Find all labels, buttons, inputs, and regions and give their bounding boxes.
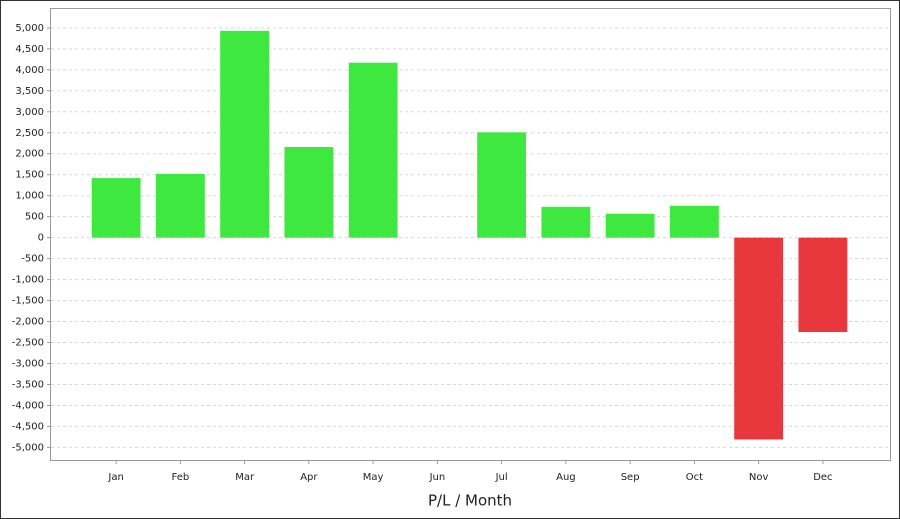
x-axis-title: P/L / Month (428, 492, 512, 510)
x-tick-label: May (363, 472, 384, 483)
bar (348, 62, 398, 238)
x-tick-label: Feb (172, 472, 190, 483)
x-tick-label: Apr (300, 472, 318, 483)
y-tick-label: 2,000 (15, 149, 44, 160)
bar (541, 206, 591, 238)
y-tick-label: 1,000 (15, 191, 44, 202)
y-tick-label: 4,500 (15, 44, 44, 55)
bar (284, 147, 334, 238)
y-tick-label: -4,500 (12, 421, 44, 432)
y-tick-label: 3,000 (15, 107, 44, 118)
y-tick-label: 5,000 (15, 23, 44, 34)
bar (605, 213, 655, 238)
y-tick-label: -1,000 (12, 275, 44, 286)
bar (798, 237, 848, 333)
y-tick-label: -500 (21, 254, 44, 265)
y-tick-label: -2,500 (12, 338, 44, 349)
y-tick-label: -1,500 (12, 296, 44, 307)
x-tick-label: Aug (556, 472, 576, 483)
y-tick-label: 3,500 (15, 86, 44, 97)
y-tick-label: 2,500 (15, 128, 44, 139)
bar (669, 205, 719, 238)
x-tick-label: Oct (686, 472, 703, 483)
bar (91, 178, 141, 238)
x-tick-label: Nov (749, 472, 769, 483)
bar (220, 30, 270, 238)
y-tick-label: 0 (38, 233, 44, 244)
x-tick-label: Jun (429, 472, 446, 483)
x-tick-label: Mar (235, 472, 255, 483)
y-tick-label: 4,000 (15, 65, 44, 76)
x-tick-label: Jan (107, 472, 123, 483)
y-tick-label: 500 (25, 212, 44, 223)
x-tick-label: Jul (495, 472, 508, 483)
y-tick-label: 1,500 (15, 170, 44, 181)
bar (155, 173, 205, 238)
y-tick-label: -3,000 (12, 359, 44, 370)
y-tick-label: -5,000 (12, 442, 44, 453)
x-tick-label: Sep (621, 472, 640, 483)
bar (734, 237, 784, 440)
bar (477, 132, 527, 238)
y-tick-label: -2,000 (12, 317, 44, 328)
x-tick-label: Dec (813, 472, 832, 483)
y-tick-label: -4,000 (12, 400, 44, 411)
y-tick-label: -3,500 (12, 379, 44, 390)
